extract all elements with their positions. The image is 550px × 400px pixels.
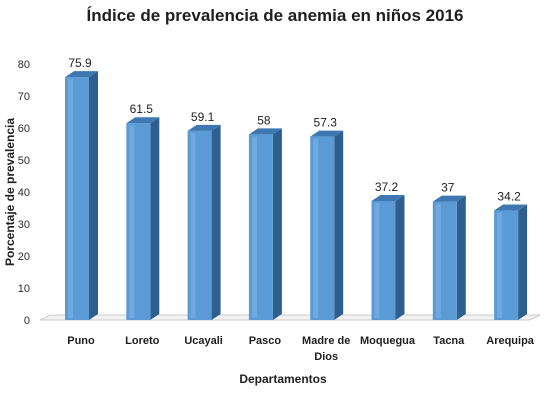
bar-side <box>211 124 221 320</box>
bar-highlight <box>251 136 257 318</box>
bar-top <box>126 117 160 124</box>
data-label: 59.1 <box>191 110 215 124</box>
bar-highlight <box>497 212 503 318</box>
data-labels: 75.9 61.5 59.1 58 57.3 37.2 37 34.2 <box>68 56 521 203</box>
bar <box>432 195 466 320</box>
bar-top <box>187 124 221 131</box>
bar-highlight <box>129 125 135 318</box>
bar-top <box>432 195 466 202</box>
bar-top <box>371 194 405 201</box>
data-label: 57.3 <box>314 116 338 130</box>
x-axis-title: Departamentos <box>239 372 327 386</box>
data-label: 37.2 <box>375 180 399 194</box>
bar-highlight <box>374 202 380 318</box>
bar <box>494 204 528 320</box>
data-label: 34.2 <box>497 190 521 204</box>
data-label: 61.5 <box>130 102 154 116</box>
y-tick-label: 60 <box>18 123 30 135</box>
x-tick-label: Madre de Dios <box>302 335 350 363</box>
bars <box>65 71 528 321</box>
y-tick-label: 80 <box>18 59 30 71</box>
x-tick-label: Tacna <box>433 335 465 347</box>
data-label: 58 <box>257 113 271 127</box>
bar-top <box>248 128 282 135</box>
chart-title: Índice de prevalencia de anemia en niños… <box>86 6 464 25</box>
bar-side <box>395 194 405 320</box>
y-tick-label: 30 <box>18 219 30 231</box>
x-tick-label: Loreto <box>125 335 160 347</box>
bar-top <box>65 71 98 78</box>
y-tick-label: 70 <box>18 91 30 103</box>
bar-side <box>334 130 344 320</box>
bar-side <box>272 128 282 320</box>
x-axis-categories: Puno Loreto Ucayali Pasco Madre de Dios Moqueg… <box>67 335 535 363</box>
bar-highlight <box>435 203 441 318</box>
data-label: 75.9 <box>68 56 92 70</box>
x-tick-label: Puno <box>67 335 95 347</box>
y-tick-label: 50 <box>18 155 30 167</box>
bar <box>248 128 282 320</box>
bar-top <box>494 204 528 211</box>
bar <box>371 194 405 320</box>
bar-side <box>518 204 528 320</box>
bar-top <box>310 130 344 137</box>
y-tick-label: 20 <box>18 251 30 263</box>
bar-side <box>89 71 98 321</box>
y-tick-label: 10 <box>18 283 30 295</box>
chart-floor-plane <box>39 314 541 321</box>
bar-side <box>456 195 466 320</box>
bar <box>126 117 160 320</box>
bar-side <box>150 117 160 320</box>
data-label: 37 <box>441 181 455 195</box>
x-tick-label: Arequipa <box>486 335 535 347</box>
x-tick-label: Moquegua <box>360 335 416 347</box>
y-tick-label: 0 <box>24 315 30 327</box>
x-tick-label: Ucayali <box>184 335 223 347</box>
chart-floor <box>39 314 541 321</box>
y-axis-ticks: 0 10 20 30 40 50 60 70 80 <box>18 59 30 327</box>
y-axis-title: Porcentaje de prevalencia <box>3 118 17 266</box>
y-tick-label: 40 <box>18 187 30 199</box>
bar <box>187 124 221 320</box>
bar-highlight <box>68 79 73 319</box>
bar <box>310 130 344 320</box>
bar-highlight <box>190 132 196 318</box>
bar <box>65 71 98 321</box>
x-tick-label: Pasco <box>249 335 282 347</box>
bar-highlight <box>313 138 319 318</box>
